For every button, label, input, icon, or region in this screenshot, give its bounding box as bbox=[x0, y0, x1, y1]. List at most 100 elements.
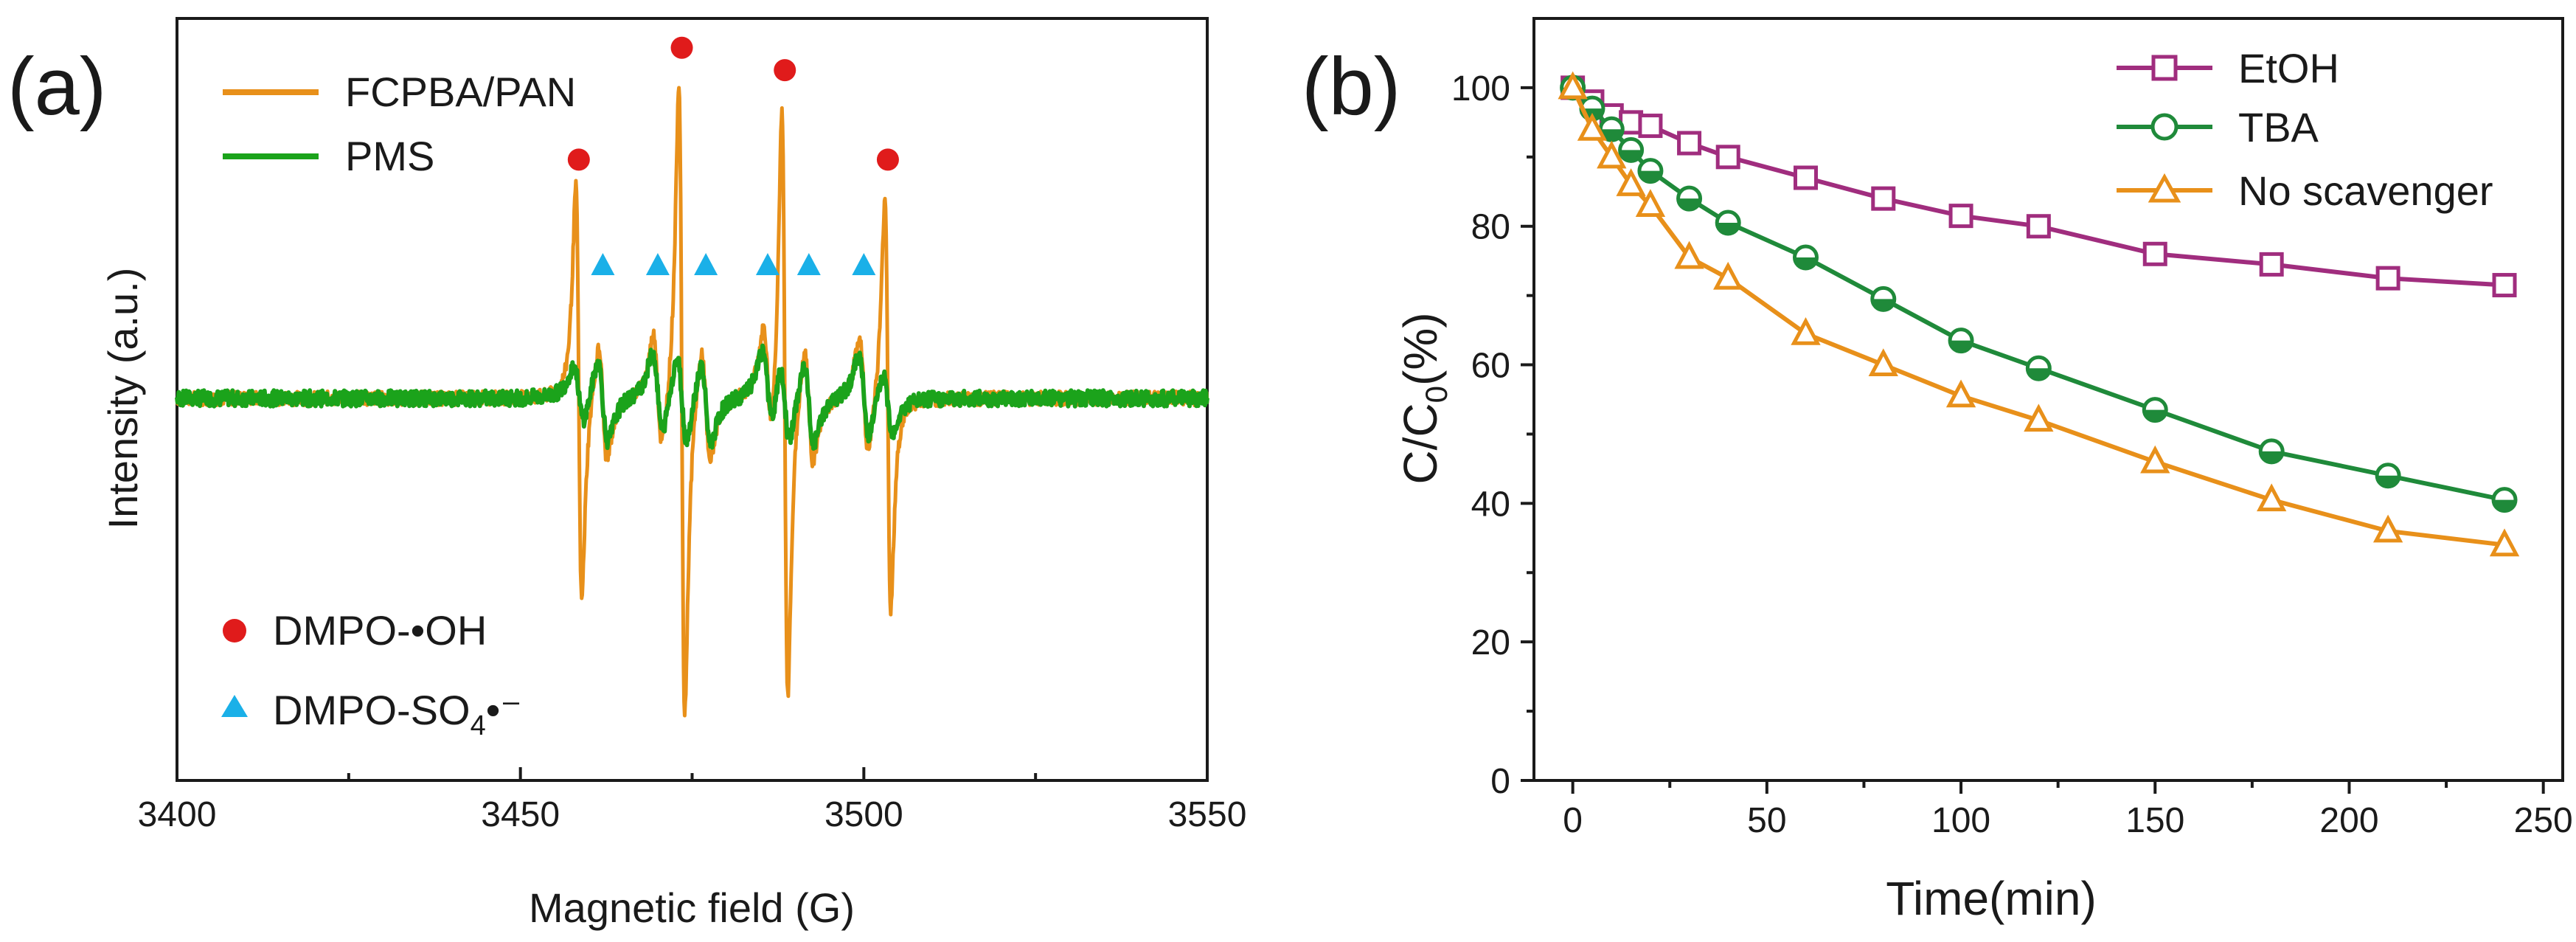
data-point bbox=[2024, 404, 2054, 432]
data-point bbox=[1597, 140, 1627, 169]
data-point-half-fill bbox=[1619, 150, 1642, 162]
data-point bbox=[2257, 483, 2287, 512]
data-point bbox=[1948, 204, 1973, 229]
data-point bbox=[1868, 348, 1898, 377]
data-point bbox=[2140, 445, 2170, 474]
oh-peak-marker bbox=[567, 148, 590, 171]
panel-b-y-tick-label: 40 bbox=[1471, 485, 1510, 524]
panel-b-y-axis-label: C/C0(%) bbox=[1394, 312, 1454, 484]
data-point bbox=[1635, 189, 1666, 218]
data-point-half-fill bbox=[1950, 340, 1973, 352]
data-point bbox=[2372, 514, 2403, 543]
data-point-half-fill bbox=[2027, 368, 2050, 380]
legend-label-so4: DMPO-SO4•⁻ bbox=[273, 687, 522, 741]
panel-a-x-tick-label: 3450 bbox=[481, 795, 560, 834]
data-point bbox=[1577, 112, 1608, 141]
data-point bbox=[1674, 240, 1704, 269]
panel-b-x-axis-label: Time(min) bbox=[1886, 872, 2097, 925]
data-point bbox=[1945, 379, 1976, 408]
data-point bbox=[1638, 114, 1663, 139]
panel-b-label: (b) bbox=[1302, 41, 1400, 132]
panel-b-x-tick-label: 150 bbox=[2125, 801, 2184, 840]
data-point-half-fill bbox=[1717, 223, 1740, 235]
data-point bbox=[1791, 316, 1821, 345]
legend-circle-marker-icon bbox=[2150, 113, 2179, 141]
data-point-half-fill bbox=[2144, 409, 2167, 421]
panel-a-legend: FCPBA/PAN PMS bbox=[223, 69, 576, 179]
panel-b-y-tick-label: 60 bbox=[1471, 347, 1510, 386]
panel-a-x-axis-label: Magnetic field (G) bbox=[529, 884, 855, 931]
oh-peak-marker bbox=[774, 59, 796, 82]
data-point bbox=[1871, 186, 1896, 211]
panel-b-y-tick-label: 0 bbox=[1490, 762, 1510, 801]
panel-a-peak-markers bbox=[567, 36, 899, 275]
panel-a-x-tick-label: 3550 bbox=[1168, 795, 1247, 834]
data-point bbox=[1558, 71, 1588, 100]
panel-a-x-tick-label: 3500 bbox=[824, 795, 903, 834]
panel-a-x-tick-labels: 3400 3450 3500 3550 bbox=[138, 795, 1247, 834]
series-tba bbox=[1560, 75, 2518, 513]
legend-oh-circle-icon bbox=[223, 619, 246, 643]
data-point bbox=[2026, 214, 2051, 239]
panel-b-legend: EtOH TBA No scavenger bbox=[2117, 45, 2493, 214]
data-point-half-fill bbox=[1872, 299, 1895, 311]
panel-a-y-axis-label: Intensity (a.u.) bbox=[100, 268, 146, 530]
panel-a-marker-legend: DMPO-•OH DMPO-SO4•⁻ bbox=[221, 607, 522, 741]
legend-label-fcpba: FCPBA/PAN bbox=[345, 69, 576, 115]
panel-b-x-tick-label: 100 bbox=[1931, 801, 1990, 840]
series-no-scavenger bbox=[1558, 71, 2520, 557]
legend-label-etoh: EtOH bbox=[2238, 45, 2339, 91]
data-point bbox=[2489, 528, 2520, 557]
data-point-half-fill bbox=[1600, 129, 1623, 141]
legend-label-no-scavenger: No scavenger bbox=[2238, 167, 2493, 214]
panel-b: (b) 0 50 100 150 200 250 0 20 40 60 80 100 Time(min… bbox=[1302, 17, 2573, 925]
panel-b-y-tick-label: 100 bbox=[1451, 69, 1510, 108]
legend-etoh: EtOH bbox=[2117, 45, 2339, 91]
data-point-half-fill bbox=[2493, 499, 2516, 511]
spectrum-pms bbox=[175, 343, 1209, 451]
data-point bbox=[2142, 241, 2167, 266]
panel-b-y-tick-label: 80 bbox=[1471, 208, 1510, 247]
data-point bbox=[2259, 252, 2284, 277]
legend-no-scavenger: No scavenger bbox=[2117, 167, 2493, 214]
panel-b-x-tick-label: 250 bbox=[2514, 801, 2573, 840]
panel-b-x-tick-label: 50 bbox=[1747, 801, 1786, 840]
panel-b-tick-labels: 0 50 100 150 200 250 0 20 40 60 80 100 bbox=[1451, 69, 2573, 840]
panel-a-x-ticks bbox=[176, 767, 1209, 780]
legend-tba: TBA bbox=[2117, 104, 2319, 150]
panel-b-ticks bbox=[1521, 86, 2545, 794]
oh-peak-marker bbox=[876, 148, 899, 171]
so4-peak-marker bbox=[796, 253, 821, 275]
panel-b-series bbox=[1558, 71, 2520, 557]
panel-b-plot-frame bbox=[1532, 17, 2564, 782]
legend-label-oh: DMPO-•OH bbox=[273, 607, 487, 654]
panel-b-x-tick-label: 200 bbox=[2319, 801, 2378, 840]
data-point-half-fill bbox=[2260, 451, 2283, 463]
panel-a-label: (a) bbox=[7, 41, 106, 132]
data-point bbox=[1715, 145, 1740, 170]
data-point bbox=[1793, 165, 1818, 190]
data-point bbox=[2375, 266, 2400, 291]
panel-a: (a) 3400 3450 3500 3550 Magnetic field (G) … bbox=[7, 17, 1247, 931]
panel-b-y-tick-label: 20 bbox=[1471, 623, 1510, 662]
so4-peak-marker bbox=[645, 253, 670, 275]
panel-a-x-tick-label: 3400 bbox=[138, 795, 217, 834]
data-point bbox=[1616, 168, 1646, 196]
panel-a-spectra bbox=[175, 86, 1209, 718]
panel-b-x-tick-label: 0 bbox=[1563, 801, 1583, 840]
so4-peak-marker bbox=[852, 253, 876, 275]
data-point-half-fill bbox=[1639, 170, 1662, 182]
oh-peak-marker bbox=[670, 36, 693, 59]
data-point bbox=[2492, 273, 2517, 298]
legend-so4-triangle-icon bbox=[221, 695, 248, 717]
data-point bbox=[1677, 131, 1702, 156]
data-point-half-fill bbox=[2377, 475, 2400, 487]
so4-peak-marker bbox=[591, 253, 615, 275]
legend-label-pms: PMS bbox=[345, 133, 434, 179]
legend-triangle-marker-icon bbox=[2148, 173, 2181, 203]
data-point bbox=[1713, 261, 1743, 290]
data-point-half-fill bbox=[1794, 257, 1817, 269]
so4-peak-marker bbox=[694, 253, 718, 275]
legend-label-tba: TBA bbox=[2238, 104, 2319, 150]
